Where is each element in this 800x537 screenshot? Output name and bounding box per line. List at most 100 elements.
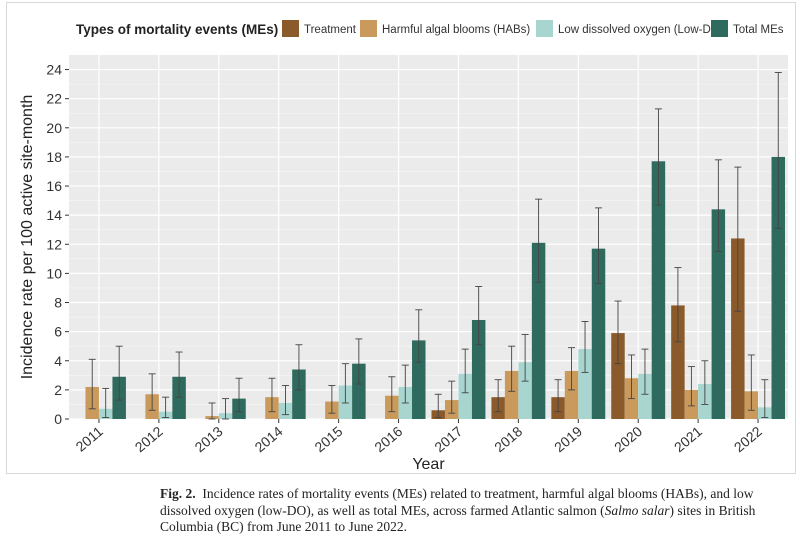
error-bar-low-dissolved-oxygen-low-do <box>102 387 110 418</box>
bar-low-dissolved-oxygen-low-do <box>638 373 652 419</box>
caption-label: Fig. 2. <box>160 486 196 501</box>
error-bar-harmful-algal-blooms-habs <box>268 377 276 413</box>
error-bar-low-dissolved-oxygen-low-do <box>401 364 409 404</box>
error-bar-total-mes <box>415 309 423 363</box>
error-bar-total-mes <box>175 351 183 398</box>
y-tick-label: 16 <box>46 178 62 194</box>
error-bar-low-dissolved-oxygen-low-do <box>281 385 289 416</box>
legend-label-low-dissolved-oxygen-low-do: Low dissolved oxygen (Low-DO) <box>558 24 724 36</box>
error-bar-low-dissolved-oxygen-low-do <box>521 334 529 382</box>
error-bar-low-dissolved-oxygen-low-do <box>461 348 469 394</box>
error-bar-low-dissolved-oxygen-low-do <box>701 360 709 405</box>
bar-total-mes <box>771 156 786 420</box>
error-bar-total-mes <box>535 198 543 283</box>
legend-label-treatment: Treatment <box>304 24 357 36</box>
error-bar-total-mes <box>115 345 123 401</box>
y-tick-label: 22 <box>46 91 62 107</box>
x-tick-label: 2022 <box>731 423 765 455</box>
error-bar-low-dissolved-oxygen-low-do <box>222 398 230 420</box>
error-bar-harmful-algal-blooms-habs <box>328 385 336 414</box>
legend-swatch-total-mes <box>711 20 728 37</box>
legend: Types of mortality events (MEs) Treatment… <box>76 20 784 37</box>
y-tick-label: 20 <box>46 120 62 136</box>
error-bar-harmful-algal-blooms-habs <box>747 354 755 411</box>
error-bar-harmful-algal-blooms-habs <box>208 402 216 420</box>
y-tick-label: 14 <box>46 207 62 223</box>
error-bar-harmful-algal-blooms-habs <box>687 366 695 407</box>
y-tick-label: 10 <box>46 265 62 281</box>
error-bar-harmful-algal-blooms-habs <box>508 345 516 392</box>
bar-total-mes <box>531 242 546 419</box>
caption-italic: Salmo salar <box>604 502 670 518</box>
bar-treatment <box>671 305 685 419</box>
error-bar-total-mes <box>774 72 782 229</box>
x-tick-label: 2013 <box>192 423 226 455</box>
legend-label-harmful-algal-blooms-habs: Harmful algal blooms (HABs) <box>382 24 530 36</box>
y-tick-label: 6 <box>54 324 62 340</box>
bar-total-mes <box>172 376 186 419</box>
error-bar-harmful-algal-blooms-habs <box>388 376 396 413</box>
bar-total-mes <box>711 209 726 419</box>
error-bar-harmful-algal-blooms-habs <box>148 373 156 411</box>
bar-low-dissolved-oxygen-low-do <box>578 349 592 419</box>
bar-low-dissolved-oxygen-low-do <box>458 373 472 419</box>
error-bar-total-mes <box>654 108 662 206</box>
error-bar-harmful-algal-blooms-habs <box>88 358 96 410</box>
error-bar-low-dissolved-oxygen-low-do <box>162 396 170 418</box>
x-tick-label: 2021 <box>671 423 705 455</box>
error-bar-total-mes <box>295 344 303 391</box>
y-tick-label: 12 <box>46 236 62 252</box>
bar-low-dissolved-oxygen-low-do <box>518 362 532 419</box>
y-axis-title: Incidence rate per 100 active site-month <box>19 95 36 380</box>
bar-total-mes <box>292 369 306 419</box>
y-tick-label: 8 <box>54 295 62 311</box>
error-bar-treatment <box>434 393 442 418</box>
y-tick-label: 24 <box>46 62 62 78</box>
error-bar-low-dissolved-oxygen-low-do <box>581 320 589 373</box>
x-tick-label: 2016 <box>371 423 405 455</box>
bar-total-mes <box>352 363 366 419</box>
x-tick-label: 2018 <box>491 423 525 455</box>
x-tick-label: 2020 <box>611 423 645 455</box>
legend-swatch-low-dissolved-oxygen-low-do <box>536 20 553 37</box>
bar-treatment <box>731 238 745 419</box>
y-tick-label: 4 <box>54 353 62 369</box>
caption-text-2: ) sites in British Columbia (BC) from Ju… <box>160 502 756 535</box>
plot-background <box>69 55 788 419</box>
x-tick-label: 2019 <box>551 423 585 455</box>
legend-title: Types of mortality events (MEs) <box>76 22 278 37</box>
error-bar-low-dissolved-oxygen-low-do <box>641 348 649 395</box>
bar-total-mes <box>651 161 666 419</box>
error-bar-low-dissolved-oxygen-low-do <box>761 379 769 418</box>
error-bar-treatment <box>554 379 562 413</box>
error-bar-total-mes <box>475 286 483 346</box>
error-bar-total-mes <box>595 207 603 285</box>
error-bar-total-mes <box>714 159 722 253</box>
error-bar-harmful-algal-blooms-habs <box>448 380 456 414</box>
figure-caption: Fig. 2. Incidence rates of mortality eve… <box>160 486 794 536</box>
error-bar-harmful-algal-blooms-habs <box>568 347 576 391</box>
bar-harmful-algal-blooms-habs <box>504 370 519 419</box>
bar-total-mes <box>412 340 426 419</box>
legend-swatch-treatment <box>282 20 299 37</box>
error-bar-total-mes <box>355 338 363 385</box>
bar-treatment <box>611 333 625 419</box>
y-tick-label: 2 <box>54 382 62 398</box>
x-axis-title: Year <box>412 456 445 472</box>
error-bar-treatment <box>494 379 502 413</box>
x-tick-label: 2012 <box>132 423 166 455</box>
bar-total-mes <box>591 248 606 419</box>
error-bar-low-dissolved-oxygen-low-do <box>341 363 349 404</box>
error-bar-harmful-algal-blooms-habs <box>627 354 635 400</box>
x-tick-label: 2014 <box>251 423 285 455</box>
x-tick-label: 2015 <box>311 423 345 455</box>
error-bar-total-mes <box>235 377 243 413</box>
x-tick-label: 2011 <box>73 423 107 455</box>
error-bar-treatment <box>734 166 742 312</box>
caption-text-1: Incidence rates of mortality events (MEs… <box>160 486 754 518</box>
legend-swatch-harmful-algal-blooms-habs <box>360 20 377 37</box>
error-bar-treatment <box>614 300 622 365</box>
error-bar-treatment <box>674 267 682 343</box>
legend-label-total-mes: Total MEs <box>733 24 784 36</box>
